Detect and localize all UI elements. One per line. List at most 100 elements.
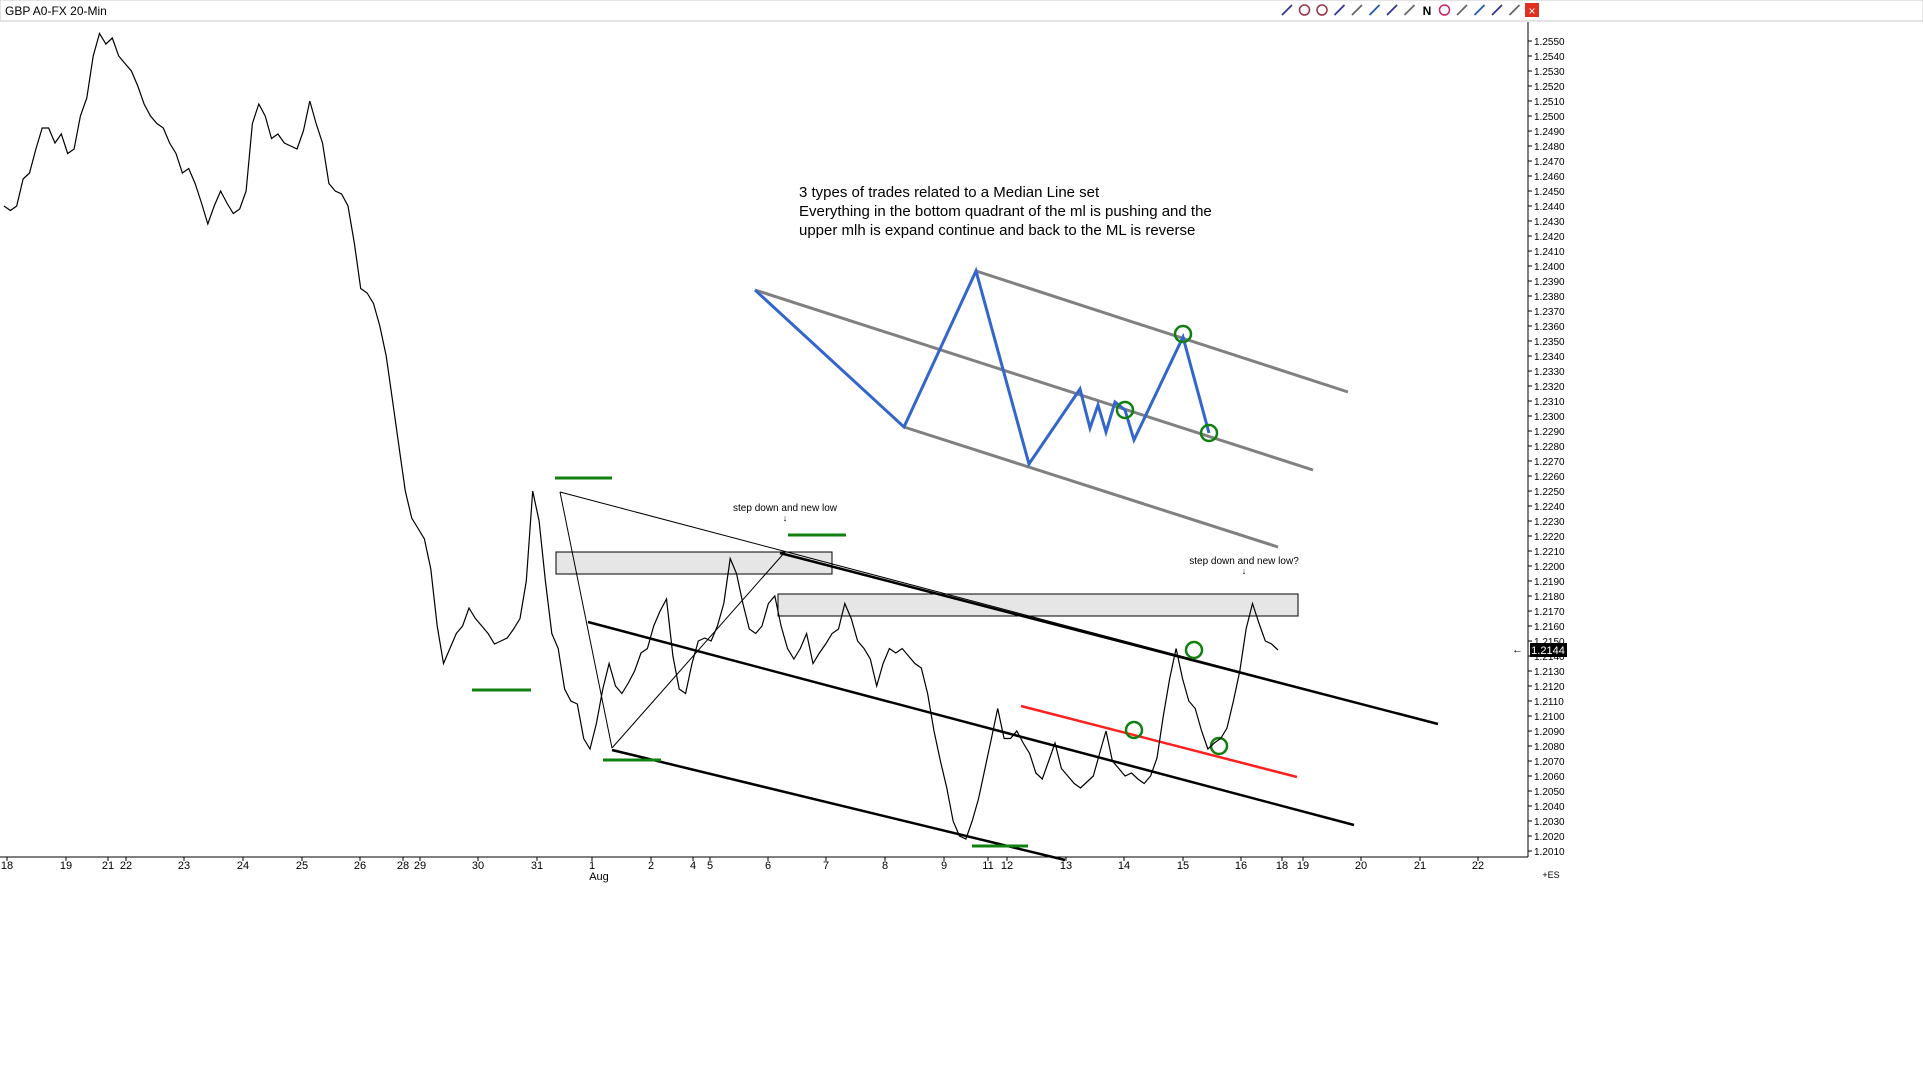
y-tick-label: 1.2010: [1534, 847, 1565, 858]
circle-icon[interactable]: [1438, 4, 1451, 16]
y-tick-label: 1.2080: [1534, 742, 1565, 753]
x-tick-label: 6: [765, 860, 771, 872]
left-arrow-icon: ←: [1512, 644, 1523, 656]
pitchfork-handle-left: [559, 491, 613, 749]
x-tick-label: 16: [1235, 860, 1247, 872]
x-tick-label: 29: [414, 860, 426, 872]
y-tick-label: 1.2320: [1534, 382, 1565, 393]
y-tick-label: 1.2230: [1534, 517, 1565, 528]
schematic-upper-line: [975, 269, 1349, 394]
toolbar: N ×: [1281, 3, 1539, 18]
title-bar: GBP A0-FX 20-Min: [0, 0, 1923, 22]
y-tick-label: 1.2190: [1534, 577, 1565, 588]
schematic-circle-lower: [1199, 423, 1219, 443]
chart-title: GBP A0-FX 20-Min: [5, 4, 107, 18]
y-tick-label: 1.2400: [1534, 262, 1565, 273]
y-tick-label: 1.2470: [1534, 157, 1565, 168]
x-tick-label: 22: [120, 860, 132, 872]
trendline-icon[interactable]: [1351, 4, 1363, 16]
y-tick-label: 1.2020: [1534, 832, 1565, 843]
cursor-icon[interactable]: [1281, 4, 1293, 16]
close-icon[interactable]: ×: [1525, 3, 1539, 18]
y-tick-label: 1.2030: [1534, 817, 1565, 828]
schematic-median-line: [754, 288, 1314, 472]
y-tick-label: 1.2070: [1534, 757, 1565, 768]
x-tick-label: 7: [823, 860, 829, 872]
y-tick-label: 1.2300: [1534, 412, 1565, 423]
y-tick-label: 1.2380: [1534, 292, 1565, 303]
y-tick-label: 1.2390: [1534, 277, 1565, 288]
median-line-set-black: [559, 491, 1439, 862]
flag-icon[interactable]: [1456, 4, 1468, 16]
x-tick-label: 21: [102, 860, 114, 872]
schematic-price-path: [753, 266, 1211, 468]
n-icon[interactable]: N: [1423, 4, 1432, 18]
y-tick-label: 1.2200: [1534, 562, 1565, 573]
price-series-line: [3, 32, 1279, 840]
x-month-label: Aug: [589, 871, 609, 883]
x-tick-label: 31: [531, 860, 543, 872]
x-tick-label: 28: [397, 860, 409, 872]
y-tick-label: 1.2510: [1534, 97, 1565, 108]
y-tick-label: 1.2530: [1534, 67, 1565, 78]
channel-icon[interactable]: [1368, 4, 1381, 16]
schematic-circle-upper: [1173, 324, 1193, 344]
y-tick-label: 1.2220: [1534, 532, 1565, 543]
green-levels: [472, 476, 1229, 848]
n-glyph: N: [1423, 4, 1432, 18]
y-tick-label: 1.2090: [1534, 727, 1565, 738]
crosshair-icon[interactable]: [1298, 4, 1311, 16]
x-tick-label: 30: [472, 860, 484, 872]
label-step-down: step down and new low: [733, 503, 838, 514]
y-tick-label: 1.2410: [1534, 247, 1565, 258]
y-tick-label: 1.2450: [1534, 187, 1565, 198]
pitchfork-icon[interactable]: [1386, 4, 1398, 16]
x-tick-label: 19: [1297, 860, 1309, 872]
x-tick-label: 14: [1118, 860, 1130, 872]
median-line-upper: [779, 551, 1439, 726]
y-tick-label: 1.2350: [1534, 337, 1565, 348]
y-tick-label: 1.2370: [1534, 307, 1565, 318]
x-tick-label: 2: [648, 860, 654, 872]
median-line-center: [587, 620, 1355, 827]
y-tick-label: 1.2540: [1534, 52, 1565, 63]
y-tick-label: 1.2550: [1534, 37, 1565, 48]
green-circle-1: [1124, 720, 1144, 740]
y-tick-label: 1.2140: [1534, 652, 1565, 663]
y-tick-label: 1.2240: [1534, 502, 1565, 513]
arrow-down-icon: ↓: [783, 513, 788, 523]
y-tick-label: 1.2360: [1534, 322, 1565, 333]
notes: 3 types of trades related to a Median Li…: [733, 184, 1299, 576]
supply-zone-upper: [555, 551, 833, 575]
corner-label: +ES: [1542, 870, 1559, 880]
y-tick-label: 1.2280: [1534, 442, 1565, 453]
y-tick-label: 1.2210: [1534, 547, 1565, 558]
right-arrow-icon[interactable]: [1508, 4, 1521, 16]
y-tick-label: 1.2100: [1534, 712, 1565, 723]
y-tick-label: 1.2480: [1534, 142, 1565, 153]
y-tick-label: 1.2500: [1534, 112, 1565, 123]
y-tick-label: 1.2330: [1534, 367, 1565, 378]
x-tick-label: 4: [690, 860, 696, 872]
y-tick-label: 1.2060: [1534, 772, 1565, 783]
pencil-icon[interactable]: [1333, 4, 1346, 16]
note-line-2: Everything in the bottom quadrant of the…: [799, 203, 1212, 220]
y-tick-label: 1.2460: [1534, 172, 1565, 183]
left-arrow-icon[interactable]: [1491, 4, 1503, 16]
zoom-icon[interactable]: [1316, 4, 1328, 16]
ray-icon[interactable]: [1403, 4, 1416, 16]
x-tick-label: 19: [60, 860, 72, 872]
bar-icon[interactable]: [1473, 4, 1486, 16]
y-tick-label: 1.2430: [1534, 217, 1565, 228]
last-price-label: 1.2144: [1531, 645, 1565, 657]
supply-zones: [555, 551, 1299, 617]
x-tick-label: 18: [1276, 860, 1288, 872]
x-tick-label: 21: [1414, 860, 1426, 872]
schematic-lower-line: [903, 425, 1279, 549]
y-tick-label: 1.2160: [1534, 622, 1565, 633]
y-tick-label: 1.2250: [1534, 487, 1565, 498]
x-tick-label: 8: [882, 860, 888, 872]
y-tick-label: 1.2130: [1534, 667, 1565, 678]
label-step-down-question: step down and new low?: [1189, 556, 1299, 567]
